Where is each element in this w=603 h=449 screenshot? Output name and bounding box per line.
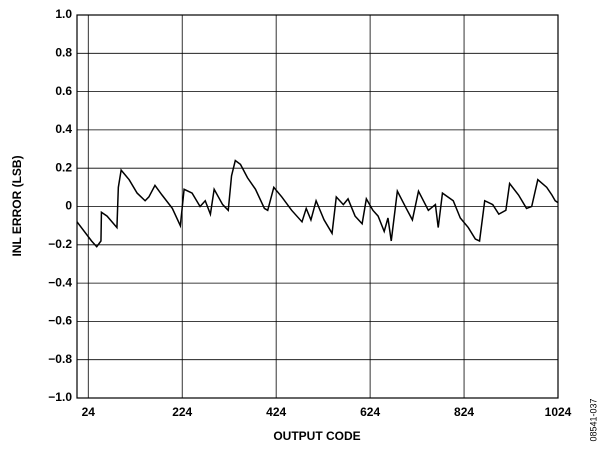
plot-frame — [76, 14, 559, 399]
y-tick-label: 0 — [65, 199, 72, 213]
y-tick-label: 0.4 — [55, 122, 72, 136]
y-tick-label: −0.6 — [48, 314, 72, 328]
x-axis-label: OUTPUT CODE — [273, 429, 360, 443]
y-tick-label: 0.6 — [55, 84, 72, 98]
x-tick-label: 1024 — [545, 405, 572, 419]
x-tick-label: 224 — [172, 405, 192, 419]
x-tick-label: 24 — [82, 405, 96, 419]
y-tick-label: 1.0 — [55, 7, 72, 21]
y-tick-label: 0.2 — [55, 160, 72, 174]
data-line — [76, 159, 559, 248]
x-tick-label: 424 — [266, 405, 286, 419]
y-axis-label: INL ERROR (LSB) — [10, 155, 24, 256]
y-tick-label: −1.0 — [48, 390, 72, 404]
y-tick-label: 0.8 — [55, 45, 72, 59]
x-tick-label: 824 — [454, 405, 474, 419]
x-tick-label: 624 — [360, 405, 380, 419]
y-tick-label: −0.4 — [48, 275, 72, 289]
y-tick-label: −0.8 — [48, 352, 72, 366]
y-tick-label: −0.2 — [48, 237, 72, 251]
figure-note: 08541-037 — [588, 398, 598, 441]
